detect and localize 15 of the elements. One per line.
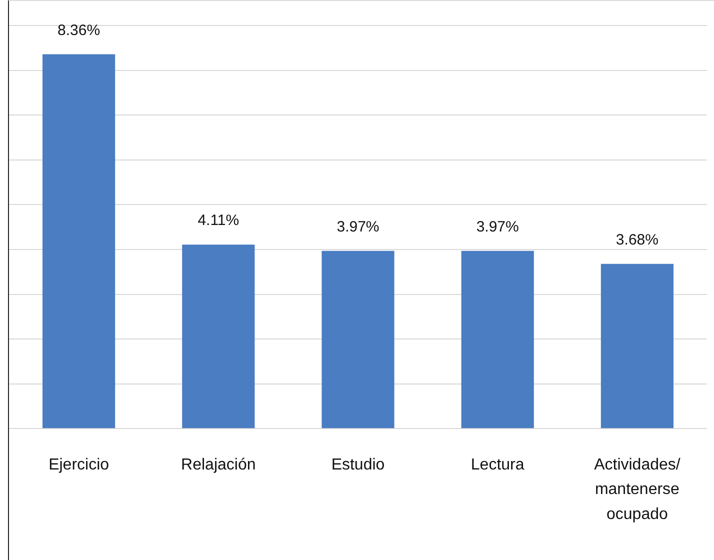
bar — [461, 250, 534, 428]
bar — [42, 54, 116, 428]
bar — [600, 264, 674, 428]
data-label: 8.36% — [58, 22, 100, 39]
x-tick-label: Ejercicio — [48, 456, 110, 474]
data-label: 3.97% — [336, 218, 380, 236]
bar — [322, 250, 394, 428]
x-tick-label: Actividades/ mantenerse ocupado — [594, 456, 681, 524]
data-label: 3.97% — [476, 218, 519, 236]
x-tick-label: Relajación — [181, 456, 256, 474]
data-label: 3.68% — [616, 231, 658, 248]
data-label: 4.11% — [198, 212, 240, 230]
x-tick-label: Estudio — [331, 456, 385, 474]
bar — [182, 244, 255, 428]
x-tick-label: Lectura — [470, 456, 524, 474]
